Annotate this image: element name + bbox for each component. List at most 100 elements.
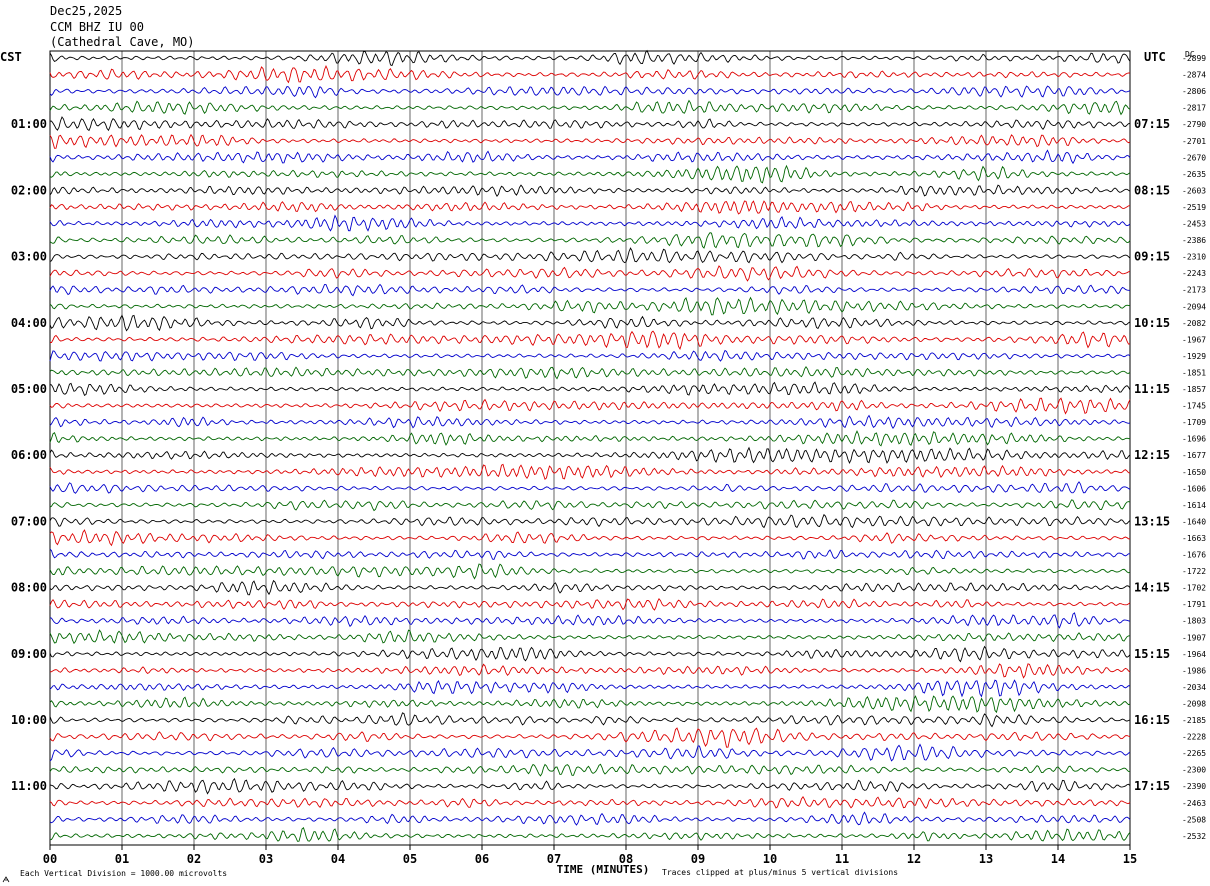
dc-offset-label: -1967 [1182, 335, 1206, 344]
dc-offset-label: -1857 [1182, 385, 1206, 394]
seismic-trace [49, 397, 1131, 415]
utc-hour-label: 15:15 [1134, 647, 1170, 661]
seismic-trace [49, 184, 1131, 198]
cst-hour-label: 09:00 [11, 647, 47, 661]
dc-offset-label: -1722 [1182, 567, 1206, 576]
dc-offset-label: -2185 [1182, 716, 1206, 725]
dc-offset-label: -2899 [1182, 54, 1206, 63]
x-tick-label: 06 [475, 852, 489, 866]
seismic-trace [49, 727, 1131, 748]
cst-hour-label: 10:00 [11, 713, 47, 727]
scale-note: Each Vertical Division = 1000.00 microvo… [20, 869, 227, 878]
utc-hour-label: 16:15 [1134, 713, 1170, 727]
seismic-trace [49, 99, 1131, 116]
location-label: (Cathedral Cave, MO) [50, 35, 195, 49]
x-tick-label: 13 [979, 852, 993, 866]
seismic-trace [49, 712, 1131, 728]
cst-hour-label: 06:00 [11, 448, 47, 462]
seismic-trace [49, 381, 1131, 396]
dc-offset-label: -2453 [1182, 220, 1206, 229]
logo-mark [2, 876, 10, 883]
dc-offset-label: -2098 [1182, 699, 1206, 708]
seismic-trace [49, 446, 1131, 465]
seismic-trace [49, 612, 1131, 629]
cst-hour-label: 08:00 [11, 581, 47, 595]
dc-offset-label: -2265 [1182, 749, 1206, 758]
dc-offset-label: -2228 [1182, 733, 1206, 742]
dc-offset-label: -2603 [1182, 186, 1206, 195]
dc-offset-label: -2874 [1182, 71, 1206, 80]
dc-offset-label: -2670 [1182, 153, 1206, 162]
utc-hour-label: 08:15 [1134, 183, 1170, 197]
seismic-trace [49, 695, 1131, 714]
x-tick-label: 03 [259, 852, 273, 866]
clip-note: Traces clipped at plus/minus 5 vertical … [662, 868, 898, 877]
dc-offset-label: -2463 [1182, 799, 1206, 808]
x-axis-title: TIME (MINUTES) [557, 863, 650, 876]
utc-hour-label: 11:15 [1134, 382, 1170, 396]
seismic-trace [49, 247, 1131, 264]
plot-frame [49, 50, 1131, 846]
dc-offset-label: -1650 [1182, 468, 1206, 477]
x-tick-label: 15 [1123, 852, 1137, 866]
x-tick-label: 04 [331, 852, 345, 866]
utc-hour-label: 12:15 [1134, 448, 1170, 462]
dc-offset-label: -1803 [1182, 617, 1206, 626]
logo-glyph [2, 876, 10, 883]
dc-offset-label: -1606 [1182, 484, 1206, 493]
seismic-trace [49, 49, 1131, 67]
seismic-trace [49, 314, 1131, 332]
dc-offset-label: -2034 [1182, 683, 1206, 692]
seismic-trace [49, 414, 1131, 430]
dc-offset-label: -1640 [1182, 517, 1206, 526]
dc-offset-label: -2300 [1182, 766, 1206, 775]
cst-hour-label: 07:00 [11, 514, 47, 528]
x-tick-label: 00 [43, 852, 57, 866]
dc-offset-label: -2243 [1182, 269, 1206, 278]
seismic-trace [50, 116, 1131, 132]
dc-offset-label: -1709 [1182, 418, 1206, 427]
dc-offset-label: -1964 [1182, 650, 1206, 659]
dc-offset-label: -2635 [1182, 170, 1206, 179]
dc-offset-label: -2082 [1182, 319, 1206, 328]
seismic-trace [49, 164, 1131, 184]
seismic-trace [49, 214, 1131, 232]
date-label: Dec25,2025 [50, 4, 123, 18]
dc-header-label: DC [1185, 50, 1195, 59]
x-tick-label: 08 [619, 852, 633, 866]
dc-offset-label: -2519 [1182, 203, 1206, 212]
seismic-trace [49, 679, 1130, 698]
seismic-trace [49, 645, 1131, 663]
x-tick-label: 12 [907, 852, 921, 866]
seismic-trace [49, 579, 1131, 596]
seismic-trace [49, 763, 1131, 777]
seismic-trace [49, 777, 1131, 795]
cst-hour-label: 01:00 [11, 117, 47, 131]
seismic-trace [49, 529, 1131, 547]
seismic-trace [49, 430, 1131, 447]
cst-hour-label: 03:00 [11, 250, 47, 264]
station-label: CCM BHZ IU 00 [50, 20, 144, 34]
utc-hour-label: 07:15 [1134, 117, 1170, 131]
cst-hour-label: 04:00 [11, 316, 47, 330]
dc-offset-label: -1929 [1182, 352, 1206, 361]
dc-offset-label: -2508 [1182, 815, 1206, 824]
dc-offset-label: -2701 [1182, 137, 1206, 146]
utc-hour-label: 14:15 [1134, 581, 1170, 595]
cst-hour-label: 05:00 [11, 382, 47, 396]
seismic-trace [49, 365, 1131, 380]
seismic-trace [49, 663, 1131, 679]
seismic-trace [49, 149, 1131, 165]
dc-offset-label: -1614 [1182, 501, 1206, 510]
cst-hour-label: 02:00 [11, 183, 47, 197]
seismic-trace [49, 827, 1131, 842]
dc-offset-label: -1986 [1182, 666, 1206, 675]
utc-hour-label: 17:15 [1134, 779, 1170, 793]
x-tick-label: 05 [403, 852, 417, 866]
utc-hour-label: 10:15 [1134, 316, 1170, 330]
x-tick-label: 11 [835, 852, 849, 866]
dc-offset-label: -1745 [1182, 402, 1206, 411]
seismic-trace [49, 548, 1131, 560]
seismic-trace [49, 200, 1131, 215]
